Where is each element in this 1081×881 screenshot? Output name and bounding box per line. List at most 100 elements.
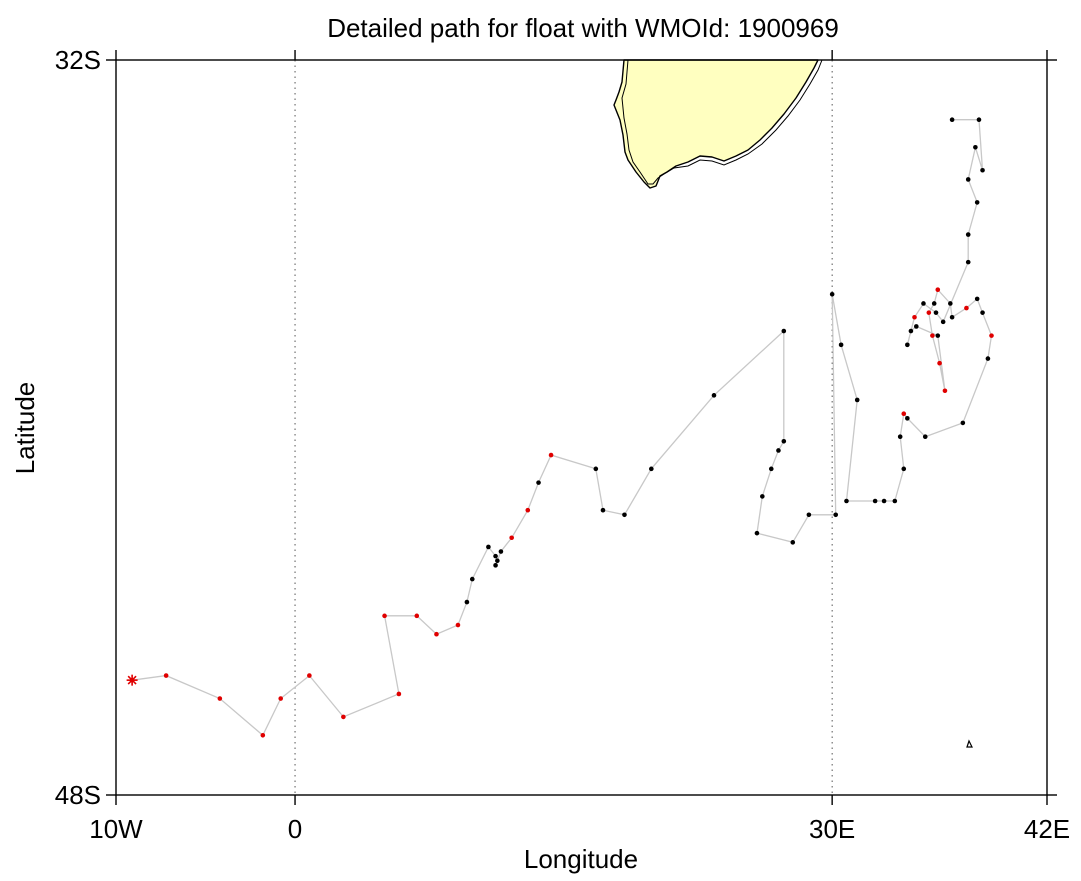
profile-point [486, 544, 491, 550]
profile-point [965, 177, 971, 182]
profile-point [854, 397, 860, 403]
profile-point [829, 291, 835, 297]
float-track [132, 119, 993, 737]
profile-point-flagged [163, 673, 169, 678]
profile-point [935, 333, 941, 338]
profile-point [754, 530, 760, 536]
profile-point [844, 498, 849, 504]
profile-point [493, 563, 498, 568]
chart-title: Detailed path for float with WMOId: 1900… [327, 13, 839, 43]
profile-point-flagged [414, 613, 420, 619]
profile-point-flagged [396, 691, 402, 697]
profile-point-flagged [937, 360, 942, 366]
profile-point-flagged [930, 333, 935, 338]
profile-point-flagged [901, 411, 907, 417]
profile-point-flagged [307, 673, 312, 678]
profile-point [985, 356, 991, 361]
profile-point [897, 434, 903, 439]
profile-point [965, 232, 971, 237]
profile-point [933, 310, 939, 315]
profile-point-flagged [926, 310, 932, 315]
profile-point [593, 466, 599, 472]
coastline-secondary [621, 59, 823, 185]
profile-point-flagged [942, 388, 948, 394]
profile-point [892, 498, 898, 504]
x-tick-label: 0 [288, 814, 302, 844]
profile-point [776, 448, 781, 453]
y-tick-label: 48S [55, 780, 101, 810]
profile-point [965, 259, 971, 265]
profile-point [948, 301, 953, 306]
profile-point [781, 438, 787, 444]
profile-point [768, 466, 774, 472]
profile-point [881, 498, 887, 504]
profile-point-flagged [382, 613, 387, 619]
south-africa-land [613, 59, 819, 189]
profile-point [790, 540, 796, 545]
map-area [613, 59, 973, 748]
meridian-lines [294, 60, 833, 795]
profile-point-flagged [509, 535, 514, 541]
profile-point [622, 512, 627, 518]
x-tick-label: 10W [89, 814, 143, 844]
profile-point [781, 328, 787, 334]
x-axis-title: Longitude [524, 844, 638, 874]
profile-point [980, 167, 985, 173]
x-tick-label: 42E [1024, 814, 1070, 844]
profile-point-flagged [964, 305, 969, 311]
profile-point [838, 342, 844, 348]
profile-point [495, 558, 500, 564]
profile-point [949, 314, 955, 320]
profile-point [464, 599, 470, 605]
profile-point [498, 549, 504, 554]
profile-point-flagged [260, 732, 266, 738]
profile-point-flagged [525, 507, 531, 513]
profile-point [711, 393, 717, 398]
profile-point [649, 466, 654, 472]
profile-point [901, 466, 907, 472]
profile-point [908, 328, 914, 334]
profile-point [940, 319, 946, 325]
profile-point [905, 416, 910, 421]
profile-points [129, 117, 994, 738]
profile-point [905, 342, 910, 348]
x-tick-label: 30E [809, 814, 855, 844]
profile-point-flagged [341, 714, 346, 720]
profile-point [922, 434, 928, 439]
profile-point [833, 512, 839, 518]
profile-point-flagged [278, 696, 284, 701]
profile-point [974, 296, 980, 302]
axis-ticks: 10W 0 30E 42E 32S 48S [55, 45, 1070, 844]
start-asterisk-marker [126, 674, 138, 686]
profile-point [974, 200, 980, 205]
profile-point [960, 420, 966, 426]
profile-point-flagged [912, 314, 917, 320]
y-tick-label: 32S [55, 45, 101, 75]
profile-point [980, 310, 985, 315]
profile-point [469, 576, 475, 582]
plot-frame [115, 59, 1048, 796]
profile-point-flagged [548, 452, 554, 458]
profile-point-flagged [434, 631, 439, 637]
profile-point-flagged [217, 696, 223, 701]
profile-point [914, 324, 919, 329]
y-axis-title: Latitude [10, 382, 40, 475]
profile-point [493, 553, 498, 559]
profile-point-flagged [455, 622, 461, 628]
profile-point [600, 507, 606, 513]
profile-point [760, 494, 765, 499]
profile-point [973, 144, 978, 150]
marion-island [966, 739, 973, 748]
profile-point [536, 480, 541, 485]
profile-point [872, 498, 878, 504]
profile-point-flagged [935, 287, 941, 292]
profile-point [976, 117, 982, 123]
profile-point [921, 301, 926, 306]
profile-point [806, 512, 812, 518]
start-marker [126, 674, 138, 686]
profile-point-flagged [989, 333, 994, 338]
profile-point [931, 301, 937, 306]
profile-point [949, 117, 955, 123]
track-line [132, 119, 993, 737]
